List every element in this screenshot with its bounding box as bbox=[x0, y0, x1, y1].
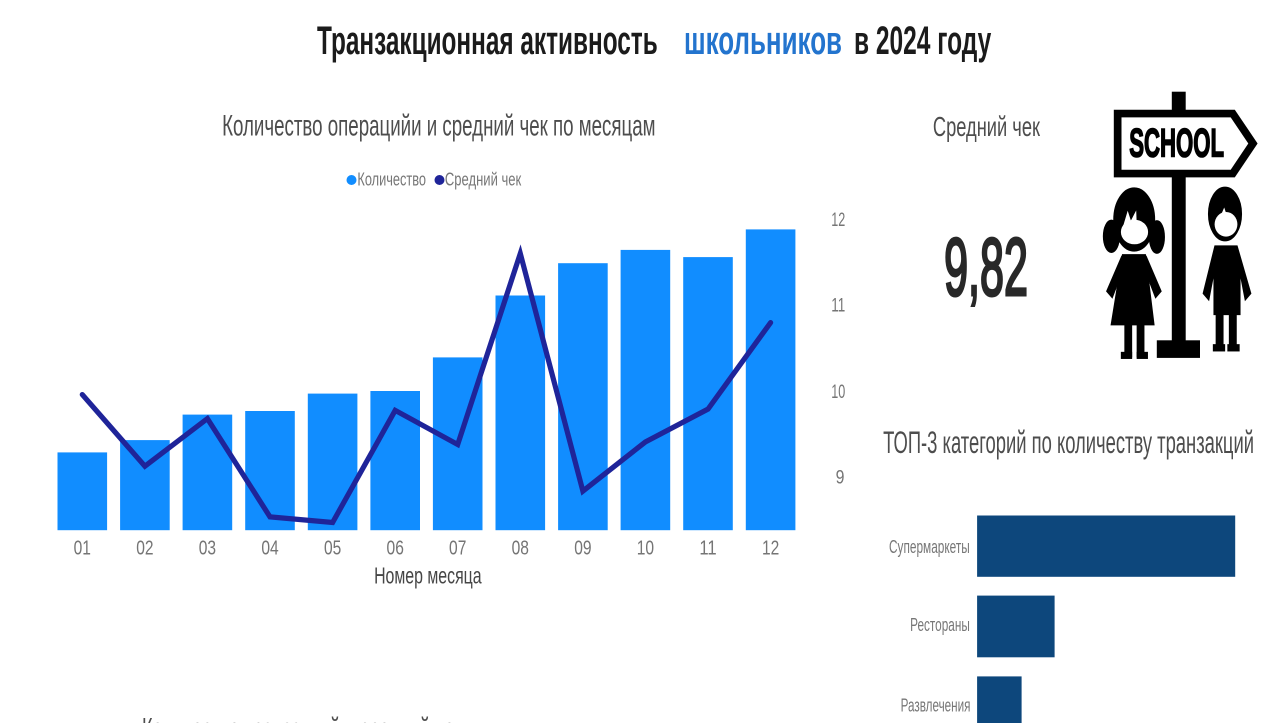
svg-text:12: 12 bbox=[831, 210, 845, 231]
svg-text:11: 11 bbox=[831, 295, 845, 316]
svg-text:Рестораны: Рестораны bbox=[910, 614, 970, 635]
svg-text:Количество операцийи и средний: Количество операцийи и средний чек по ме… bbox=[222, 109, 655, 142]
svg-text:10: 10 bbox=[831, 382, 845, 403]
svg-text:04: 04 bbox=[261, 537, 278, 559]
svg-text:10: 10 bbox=[637, 537, 654, 559]
svg-text:11: 11 bbox=[699, 537, 716, 559]
svg-text:9: 9 bbox=[836, 467, 845, 488]
svg-text:ТОП-3 категорий по количеству: ТОП-3 категорий по количеству транзакций bbox=[883, 425, 1254, 460]
svg-text:05: 05 bbox=[324, 537, 341, 559]
svg-text:Супермаркеты: Супермаркеты bbox=[889, 536, 970, 557]
svg-text:в 2024 году: в 2024 году bbox=[854, 19, 991, 63]
svg-text:03: 03 bbox=[199, 537, 216, 559]
svg-text:02: 02 bbox=[136, 537, 153, 559]
svg-text:Количество транзакций и средни: Количество транзакций и средний чек bbox=[142, 713, 463, 723]
svg-text:Количество: Количество bbox=[357, 169, 426, 190]
svg-text:школьников: школьников bbox=[684, 19, 842, 63]
svg-text:Средний чек: Средний чек bbox=[445, 169, 522, 190]
svg-text:08: 08 bbox=[512, 537, 529, 559]
svg-text:Транзакционная активность: Транзакционная активность bbox=[317, 19, 658, 63]
svg-text:Номер месяца: Номер месяца bbox=[374, 562, 482, 588]
svg-text:SCHOOL: SCHOOL bbox=[1129, 121, 1224, 165]
svg-text:Средний чек: Средний чек bbox=[933, 111, 1041, 142]
svg-text:07: 07 bbox=[449, 537, 466, 559]
svg-text:Развлечения: Развлечения bbox=[901, 695, 971, 716]
svg-text:12: 12 bbox=[762, 537, 779, 559]
svg-text:06: 06 bbox=[387, 537, 404, 559]
svg-text:09: 09 bbox=[574, 537, 591, 559]
svg-text:9,82: 9,82 bbox=[944, 222, 1028, 313]
svg-text:01: 01 bbox=[74, 537, 91, 559]
